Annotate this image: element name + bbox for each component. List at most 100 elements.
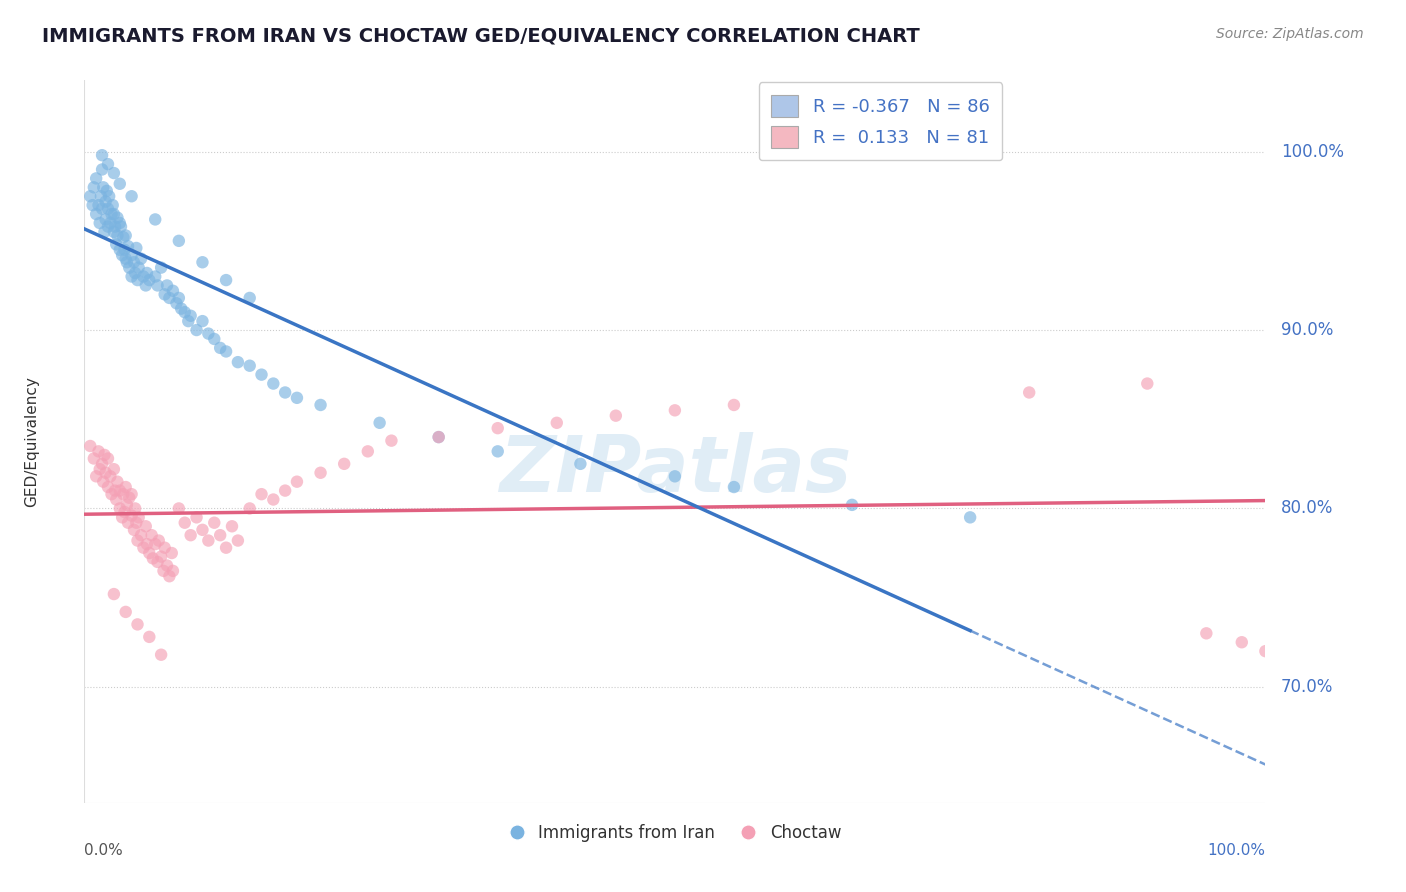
Point	[91, 148, 114, 162]
Point	[309, 398, 332, 412]
Point	[368, 416, 391, 430]
Point	[209, 341, 232, 355]
Point	[209, 528, 232, 542]
Point	[143, 212, 166, 227]
Point	[114, 605, 136, 619]
Point	[108, 243, 131, 257]
Point	[121, 248, 143, 262]
Point	[108, 483, 131, 498]
Point	[98, 469, 121, 483]
Point	[103, 587, 125, 601]
Point	[152, 564, 174, 578]
Point	[285, 475, 308, 489]
Point	[105, 492, 128, 507]
Point	[103, 207, 125, 221]
Point	[250, 487, 273, 501]
Point	[138, 273, 160, 287]
Point	[128, 510, 150, 524]
Point	[83, 451, 105, 466]
Point	[215, 273, 238, 287]
Point	[1195, 626, 1218, 640]
Point	[841, 498, 863, 512]
Text: 70.0%: 70.0%	[1281, 678, 1333, 696]
Point	[170, 301, 193, 316]
Point	[124, 266, 146, 280]
Text: ZIPatlas: ZIPatlas	[499, 433, 851, 508]
Point	[605, 409, 627, 423]
Point	[84, 207, 107, 221]
Point	[150, 549, 173, 564]
Text: 100.0%: 100.0%	[1281, 143, 1344, 161]
Point	[177, 314, 200, 328]
Point	[108, 501, 131, 516]
Point	[333, 457, 356, 471]
Point	[191, 314, 214, 328]
Point	[114, 243, 136, 257]
Point	[79, 439, 101, 453]
Point	[167, 501, 190, 516]
Point	[546, 416, 568, 430]
Text: GED/Equivalency: GED/Equivalency	[24, 376, 39, 507]
Point	[148, 533, 170, 548]
Point	[91, 162, 114, 177]
Point	[93, 225, 115, 239]
Point	[84, 171, 107, 186]
Point	[94, 466, 117, 480]
Point	[111, 510, 134, 524]
Point	[135, 278, 157, 293]
Point	[309, 466, 332, 480]
Point	[103, 166, 125, 180]
Point	[215, 344, 238, 359]
Point	[108, 177, 131, 191]
Point	[121, 269, 143, 284]
Point	[167, 291, 190, 305]
Point	[157, 569, 180, 583]
Point	[1018, 385, 1040, 400]
Point	[160, 546, 183, 560]
Point	[150, 260, 173, 275]
Point	[173, 516, 195, 530]
Point	[191, 523, 214, 537]
Text: Source: ZipAtlas.com: Source: ZipAtlas.com	[1216, 27, 1364, 41]
Point	[153, 287, 176, 301]
Point	[153, 541, 176, 555]
Point	[91, 475, 114, 489]
Point	[143, 269, 166, 284]
Point	[112, 230, 135, 244]
Point	[274, 483, 297, 498]
Point	[136, 266, 159, 280]
Point	[101, 198, 124, 212]
Point	[959, 510, 981, 524]
Text: IMMIGRANTS FROM IRAN VS CHOCTAW GED/EQUIVALENCY CORRELATION CHART: IMMIGRANTS FROM IRAN VS CHOCTAW GED/EQUI…	[42, 27, 920, 45]
Point	[157, 291, 180, 305]
Point	[285, 391, 308, 405]
Point	[114, 505, 136, 519]
Point	[84, 469, 107, 483]
Point	[427, 430, 450, 444]
Point	[97, 219, 120, 234]
Point	[110, 219, 132, 234]
Point	[132, 269, 155, 284]
Point	[129, 528, 152, 542]
Point	[100, 207, 122, 221]
Point	[173, 305, 195, 319]
Point	[127, 533, 149, 548]
Point	[97, 451, 120, 466]
Point	[664, 469, 686, 483]
Point	[114, 228, 136, 243]
Point	[162, 564, 184, 578]
Point	[121, 487, 143, 501]
Point	[486, 444, 509, 458]
Point	[89, 462, 111, 476]
Point	[105, 237, 128, 252]
Point	[146, 278, 169, 293]
Point	[94, 194, 117, 209]
Point	[83, 180, 105, 194]
Point	[262, 492, 284, 507]
Point	[98, 216, 121, 230]
Point	[114, 252, 136, 266]
Point	[150, 648, 173, 662]
Point	[107, 211, 129, 225]
Point	[1254, 644, 1277, 658]
Point	[156, 558, 179, 573]
